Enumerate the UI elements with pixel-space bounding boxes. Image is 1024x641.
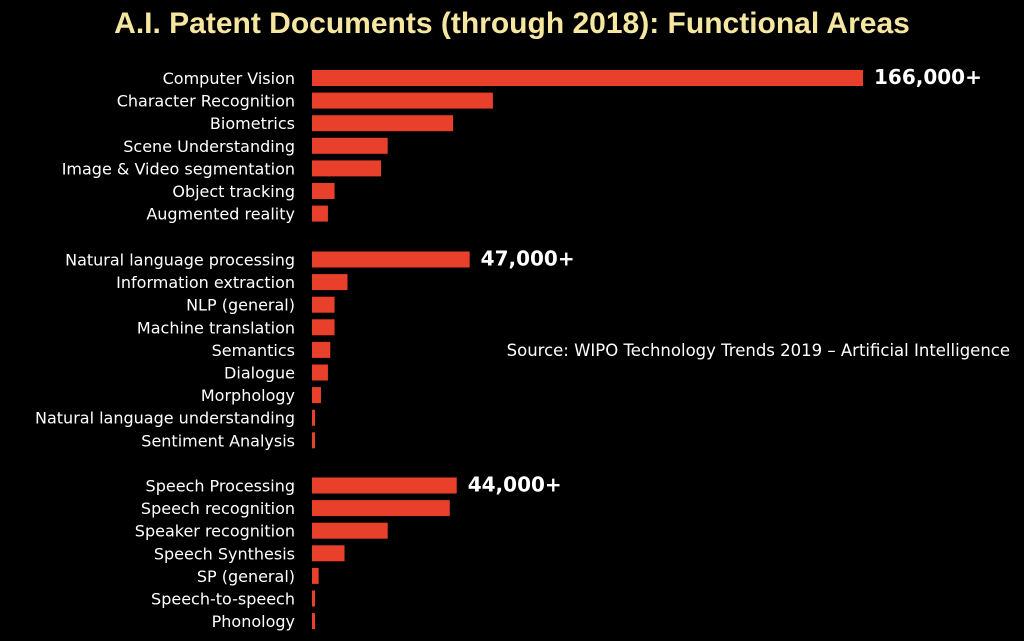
category-label: Biometrics bbox=[210, 114, 295, 133]
bar bbox=[312, 160, 382, 177]
group-total-label: 166,000+ bbox=[874, 65, 982, 89]
plot-area: Computer Vision 166,000+ Character Recogni… bbox=[35, 65, 982, 631]
bar bbox=[312, 613, 315, 630]
chart-title: A.I. Patent Documents (through 2018): Fu… bbox=[114, 7, 910, 40]
category-label: Phonology bbox=[212, 612, 295, 631]
category-label: Computer Vision bbox=[163, 69, 295, 88]
category-label: Dialogue bbox=[224, 364, 295, 383]
bar bbox=[312, 477, 457, 494]
bar bbox=[312, 115, 454, 132]
bar bbox=[312, 387, 321, 404]
bar bbox=[312, 522, 388, 539]
category-label: Sentiment Analysis bbox=[141, 431, 295, 450]
group-total-label: 47,000+ bbox=[481, 247, 575, 271]
bar bbox=[312, 205, 328, 222]
category-label: Natural language processing bbox=[65, 251, 295, 270]
bar bbox=[312, 251, 470, 268]
bar bbox=[312, 341, 331, 358]
bar bbox=[312, 567, 319, 584]
bar bbox=[312, 432, 315, 449]
category-label: Information extraction bbox=[116, 273, 295, 292]
category-label: Morphology bbox=[201, 386, 295, 405]
bar bbox=[312, 590, 315, 607]
bar bbox=[312, 137, 388, 154]
bar bbox=[312, 296, 335, 313]
category-label: Speech recognition bbox=[141, 499, 295, 518]
category-label: Semantics bbox=[212, 341, 295, 360]
category-label: Speaker recognition bbox=[135, 522, 295, 541]
category-label: Machine translation bbox=[137, 318, 295, 337]
bar bbox=[312, 70, 863, 86]
bar bbox=[312, 92, 493, 109]
bar bbox=[312, 364, 328, 381]
category-label: Speech Processing bbox=[146, 477, 295, 496]
bar bbox=[312, 409, 315, 426]
category-label: Speech Synthesis bbox=[154, 544, 295, 563]
source-note: Source: WIPO Technology Trends 2019 – Ar… bbox=[507, 341, 1010, 360]
category-label: Character Recognition bbox=[117, 92, 295, 111]
category-label: Scene Understanding bbox=[123, 137, 295, 156]
bar bbox=[312, 500, 450, 517]
category-label: Image & Video segmentation bbox=[62, 159, 295, 178]
group-total-label: 44,000+ bbox=[468, 473, 562, 497]
bar bbox=[312, 274, 348, 291]
bar bbox=[312, 545, 345, 562]
category-label: Augmented reality bbox=[146, 205, 295, 224]
category-label: SP (general) bbox=[197, 567, 295, 586]
category-label: Speech-to-speech bbox=[151, 590, 295, 609]
bar bbox=[312, 319, 335, 336]
category-label: Object tracking bbox=[172, 182, 295, 201]
bar bbox=[312, 183, 335, 199]
category-label: Natural language understanding bbox=[35, 409, 295, 428]
category-label: NLP (general) bbox=[186, 296, 295, 315]
